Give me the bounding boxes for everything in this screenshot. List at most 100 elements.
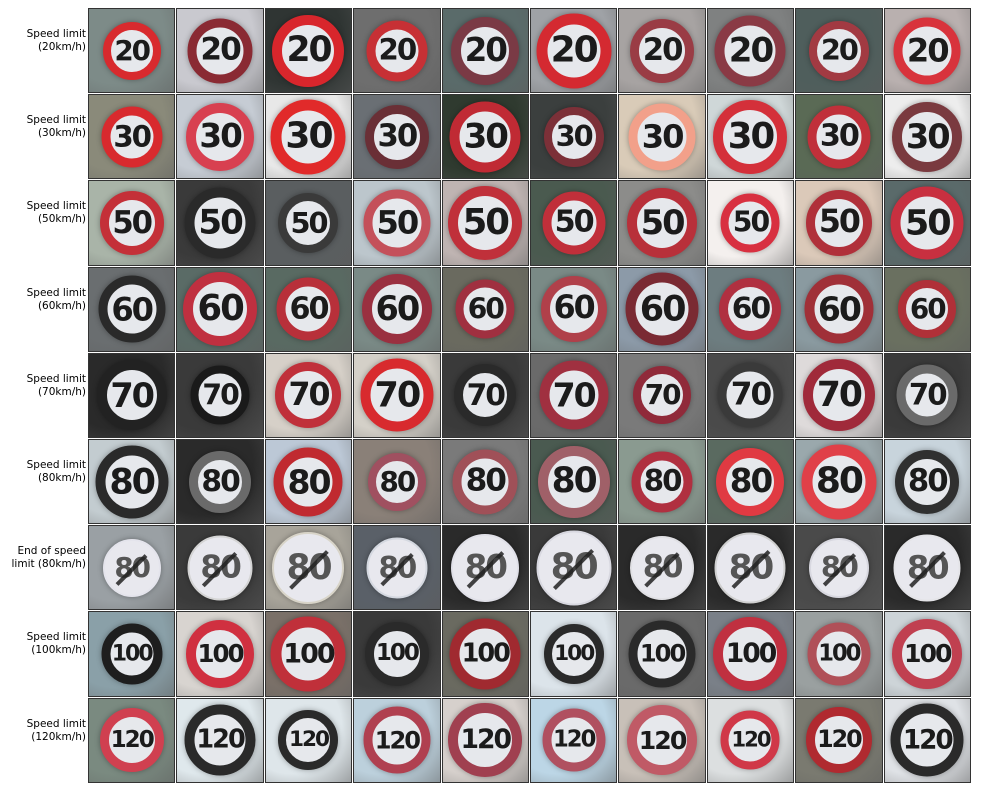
sign-image: 120 — [176, 697, 264, 783]
speed-limit-sign-icon: 80 — [808, 537, 869, 598]
speed-limit-sign-icon: 100 — [101, 623, 163, 685]
sign-image: 80 — [441, 439, 529, 525]
speed-limit-sign-icon: 120 — [99, 708, 164, 773]
sign-image: 80 — [706, 439, 795, 525]
sign-image: 120 — [88, 697, 176, 783]
sign-image: 100 — [530, 611, 618, 697]
sign-number: 30 — [727, 116, 775, 158]
sign-image: 30 — [795, 94, 883, 180]
sign-number: 100 — [283, 638, 335, 670]
sign-image: 80 — [530, 525, 618, 611]
speed-limit-sign-icon: 60 — [276, 277, 340, 341]
sign-image: 30 — [264, 94, 353, 180]
speed-limit-sign-icon: 70 — [633, 366, 692, 425]
sign-number: 60 — [375, 289, 421, 329]
sign-number: 50 — [462, 202, 510, 244]
speed-limit-sign-icon: 80 — [451, 533, 520, 602]
sign-number: 80 — [729, 462, 773, 501]
speed-limit-sign-icon: 70 — [275, 362, 342, 429]
sign-number: 70 — [288, 376, 330, 413]
sign-image: 20 — [88, 8, 176, 94]
sign-image: 60 — [883, 266, 971, 352]
sign-image: 80 — [88, 439, 176, 525]
sign-number: 70 — [908, 377, 948, 412]
row-label: Speed limit (120km/h) — [26, 717, 86, 743]
sign-image: 80 — [353, 439, 441, 525]
sign-image: 30 — [618, 94, 706, 180]
sign-number: 100 — [197, 638, 245, 668]
speed-limit-sign-icon: 80 — [189, 450, 252, 513]
sign-number: 70 — [202, 378, 239, 412]
sign-number: 80 — [907, 463, 949, 500]
speed-limit-sign-icon: 100 — [807, 622, 871, 686]
sign-number: 120 — [638, 725, 688, 755]
sign-image: 70 — [441, 352, 529, 438]
sign-image: 30 — [883, 94, 971, 180]
sign-image: 70 — [795, 352, 883, 438]
speed-limit-sign-icon: 30 — [186, 102, 255, 171]
speed-limit-sign-icon: 120 — [542, 708, 606, 772]
speed-limit-sign-icon: 50 — [99, 190, 164, 255]
speed-limit-sign-icon: 70 — [802, 359, 875, 432]
speed-limit-sign-icon: 50 — [278, 192, 339, 253]
sign-number: 30 — [905, 116, 951, 156]
sign-number: 60 — [731, 291, 771, 327]
sign-number: 70 — [552, 375, 597, 415]
sign-number: 50 — [904, 202, 952, 244]
speed-limit-sign-icon: 20 — [893, 17, 961, 85]
speed-limit-sign-icon: 80 — [893, 534, 961, 602]
speed-limit-sign-icon: 50 — [720, 193, 780, 253]
sign-number: 30 — [377, 118, 419, 155]
speed-limit-sign-icon: 60 — [804, 274, 874, 344]
speed-limit-sign-icon: 30 — [364, 104, 429, 169]
speed-limit-sign-icon: 100 — [364, 621, 429, 686]
speed-limit-sign-icon: 50 — [448, 185, 523, 260]
sign-number: 80 — [201, 463, 240, 499]
sign-image: 60 — [88, 266, 176, 352]
sign-image: 100 — [883, 611, 971, 697]
sign-number: 50 — [112, 204, 153, 241]
speed-limit-sign-icon: 70 — [454, 364, 517, 427]
row-label: Speed limit (20km/h) — [26, 28, 86, 53]
sign-number: 30 — [199, 117, 242, 156]
sign-image: 60 — [264, 266, 353, 352]
speed-limit-sign-icon: 80 — [895, 449, 960, 514]
sign-number: 50 — [640, 203, 686, 243]
sign-number: 80 — [287, 462, 331, 502]
speed-limit-sign-icon: 30 — [543, 106, 604, 167]
speed-limit-sign-icon: 30 — [449, 101, 521, 173]
speed-limit-sign-icon: 50 — [890, 186, 964, 260]
sign-image: 30 — [530, 94, 618, 180]
sign-number: 100 — [639, 639, 686, 668]
speed-limit-sign-icon: 50 — [184, 187, 256, 259]
speed-limit-sign-icon: 80 — [272, 531, 345, 604]
row-label: Speed limit (60km/h) — [26, 286, 86, 312]
speed-limit-sign-icon: 80 — [716, 447, 785, 516]
speed-limit-sign-icon: 120 — [278, 710, 339, 771]
sign-number: 80 — [820, 550, 859, 585]
sign-number: 70 — [110, 375, 155, 415]
speed-limit-sign-icon: 100 — [270, 616, 346, 692]
speed-limit-sign-icon: 100 — [713, 616, 788, 691]
sign-image: 30 — [176, 94, 264, 180]
sign-number: 80 — [464, 548, 508, 587]
speed-limit-sign-icon: 20 — [808, 20, 869, 81]
row-label: Speed limit (70km/h) — [26, 372, 86, 398]
sign-image: 30 — [88, 94, 176, 180]
sign-image: 20 — [441, 8, 529, 94]
sign-image: 70 — [88, 352, 176, 438]
speed-limit-sign-icon: 60 — [455, 279, 515, 339]
speed-limit-sign-icon: 120 — [184, 704, 256, 776]
sign-number: 80 — [109, 461, 156, 503]
sign-image: 50 — [530, 180, 618, 266]
speed-limit-sign-icon: 50 — [542, 191, 606, 255]
sign-image: 20 — [264, 8, 353, 94]
speed-limit-sign-icon: 60 — [183, 272, 258, 347]
sign-image: 50 — [618, 180, 706, 266]
sign-number: 30 — [555, 119, 594, 154]
sign-number: 50 — [554, 204, 595, 240]
speed-limit-sign-icon: 50 — [627, 187, 698, 258]
sign-number: 50 — [198, 202, 243, 243]
sign-number: 60 — [553, 290, 596, 327]
sign-image: 70 — [883, 352, 971, 438]
